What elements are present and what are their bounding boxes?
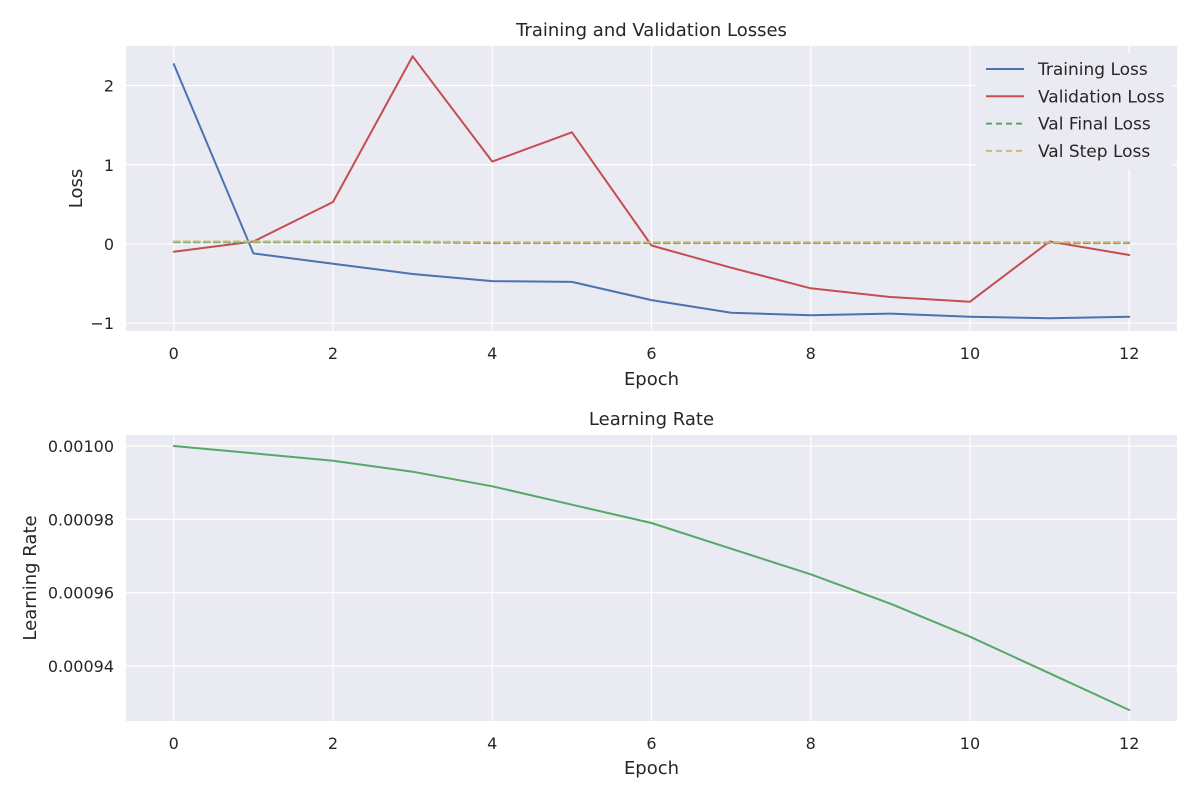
y-axis-label: Loss <box>66 169 87 208</box>
x-tick-label: 4 <box>487 344 497 363</box>
chart-title: Training and Validation Losses <box>515 20 787 41</box>
x-tick-label: 12 <box>1119 344 1139 363</box>
x-axis-label: Epoch <box>624 758 679 779</box>
x-tick-label: 8 <box>806 344 816 363</box>
legend-label-1: Validation Loss <box>1038 87 1165 107</box>
x-tick-label: 2 <box>328 734 338 753</box>
x-tick-label: 6 <box>646 344 656 363</box>
series-line-1 <box>172 55 1131 303</box>
legend-label-0: Training Loss <box>1037 60 1148 80</box>
x-tick-label: 0 <box>169 344 179 363</box>
y-tick-label: 2 <box>104 77 114 96</box>
x-tick-label: 8 <box>806 734 816 753</box>
x-axis-label: Epoch <box>624 369 679 390</box>
x-tick-label: 0 <box>169 734 179 753</box>
legend-label-2: Val Final Loss <box>1038 115 1151 135</box>
chart-title: Learning Rate <box>589 409 714 430</box>
y-tick-label: 0.00100 <box>48 437 114 456</box>
legend-box <box>975 53 1173 170</box>
series-line-3 <box>172 240 1131 244</box>
y-tick-label: 0.00096 <box>48 584 114 603</box>
y-axis-label: Learning Rate <box>20 515 41 640</box>
y-tick-label: 0.00094 <box>48 657 114 676</box>
x-tick-label: 10 <box>960 344 980 363</box>
x-tick-label: 6 <box>646 734 656 753</box>
legend-label-3: Val Step Loss <box>1038 142 1150 162</box>
x-tick-label: 12 <box>1119 734 1139 753</box>
y-tick-label: 0 <box>104 235 114 254</box>
x-tick-label: 10 <box>960 734 980 753</box>
x-tick-label: 2 <box>328 344 338 363</box>
learning-rate-chart-panel: 0 2 4 6 8 10 12 0.00094 0.00096 0.00098 0.00100 Lea… <box>20 409 1177 779</box>
y-tick-label: 1 <box>104 156 114 175</box>
series-line-0 <box>172 445 1131 711</box>
y-tick-label: −1 <box>90 314 114 333</box>
series-line-0 <box>172 63 1131 320</box>
y-tick-label: 0.00098 <box>48 510 114 529</box>
x-tick-label: 4 <box>487 734 497 753</box>
